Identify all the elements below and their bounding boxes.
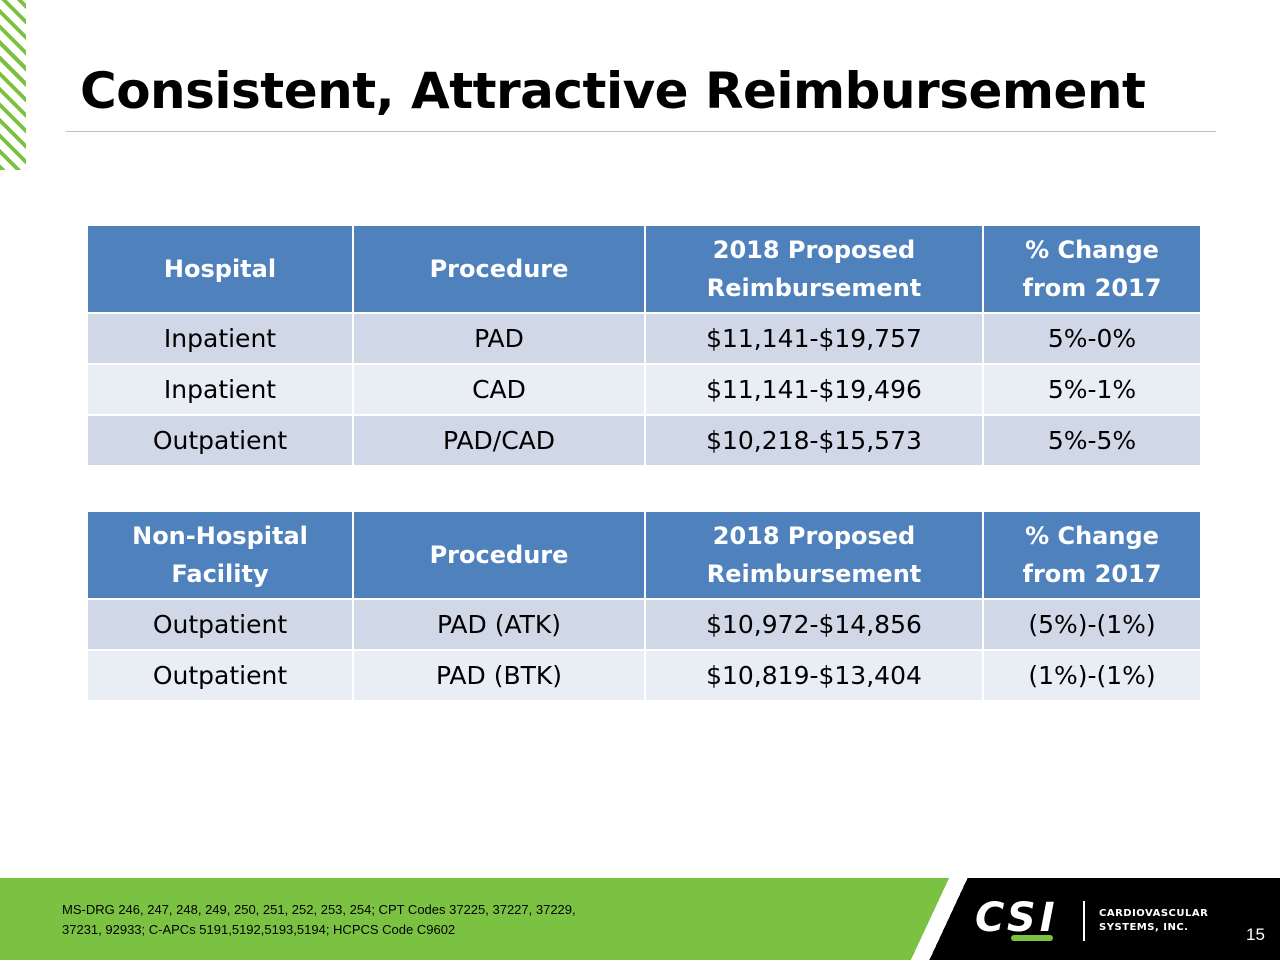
- table-row: Inpatient PAD $11,141-$19,757 5%-0%: [88, 314, 1200, 363]
- header-cell: Procedure: [354, 512, 644, 598]
- non-hospital-reimbursement-table: Non-Hospital Facility Procedure 2018 Pro…: [86, 510, 1202, 702]
- table-cell: $11,141-$19,496: [646, 365, 982, 414]
- table-cell: (5%)-(1%): [984, 600, 1200, 649]
- table-cell: PAD: [354, 314, 644, 363]
- table-cell: $10,972-$14,856: [646, 600, 982, 649]
- table-cell: 5%-5%: [984, 416, 1200, 465]
- header-cell: Procedure: [354, 226, 644, 312]
- table-cell: 5%-1%: [984, 365, 1200, 414]
- table-row: Outpatient PAD (ATK) $10,972-$14,856 (5%…: [88, 600, 1200, 649]
- table-cell: Outpatient: [88, 600, 352, 649]
- footnote-line: 37231, 92933; C-APCs 5191,5192,5193,5194…: [62, 922, 456, 937]
- table-row: Outpatient PAD (BTK) $10,819-$13,404 (1%…: [88, 651, 1200, 700]
- csi-logo-mark: CSI: [975, 895, 1079, 941]
- decorative-stripes: [0, 0, 26, 170]
- logo-swoosh-icon: [1011, 935, 1053, 941]
- table-cell: CAD: [354, 365, 644, 414]
- footnote-line: MS-DRG 246, 247, 248, 249, 250, 251, 252…: [62, 902, 576, 917]
- logo-company-name: CARDIOVASCULAR SYSTEMS, INC.: [1099, 908, 1209, 933]
- table-cell: (1%)-(1%): [984, 651, 1200, 700]
- table-cell: PAD (ATK): [354, 600, 644, 649]
- header-cell: % Change from 2017: [984, 226, 1200, 312]
- header-cell: Non-Hospital Facility: [88, 512, 352, 598]
- table-cell: Outpatient: [88, 416, 352, 465]
- table-cell: $10,819-$13,404: [646, 651, 982, 700]
- table-cell: Outpatient: [88, 651, 352, 700]
- page-number: 15: [1246, 925, 1265, 944]
- logo-letters: CSI: [975, 895, 1059, 941]
- header-cell: 2018 Proposed Reimbursement: [646, 512, 982, 598]
- table-header-row: Non-Hospital Facility Procedure 2018 Pro…: [88, 512, 1200, 598]
- table-cell: $11,141-$19,757: [646, 314, 982, 363]
- table-cell: Inpatient: [88, 365, 352, 414]
- table-cell: $10,218-$15,573: [646, 416, 982, 465]
- table-header-row: Hospital Procedure 2018 Proposed Reimbur…: [88, 226, 1200, 312]
- table-cell: PAD/CAD: [354, 416, 644, 465]
- header-cell: 2018 Proposed Reimbursement: [646, 226, 982, 312]
- hospital-reimbursement-table: Hospital Procedure 2018 Proposed Reimbur…: [86, 224, 1202, 467]
- header-cell: % Change from 2017: [984, 512, 1200, 598]
- table-cell: 5%-0%: [984, 314, 1200, 363]
- company-logo: CSI CARDIOVASCULAR SYSTEMS, INC.: [975, 895, 1209, 944]
- logo-divider: [1083, 901, 1085, 941]
- footer-band: [0, 878, 1280, 960]
- table-cell: Inpatient: [88, 314, 352, 363]
- header-cell: Hospital: [88, 226, 352, 312]
- slide-title: Consistent, Attractive Reimbursement: [80, 62, 1146, 120]
- table-row: Outpatient PAD/CAD $10,218-$15,573 5%-5%: [88, 416, 1200, 465]
- title-divider: [66, 131, 1216, 132]
- footnote: MS-DRG 246, 247, 248, 249, 250, 251, 252…: [62, 900, 762, 940]
- table-row: Inpatient CAD $11,141-$19,496 5%-1%: [88, 365, 1200, 414]
- table-cell: PAD (BTK): [354, 651, 644, 700]
